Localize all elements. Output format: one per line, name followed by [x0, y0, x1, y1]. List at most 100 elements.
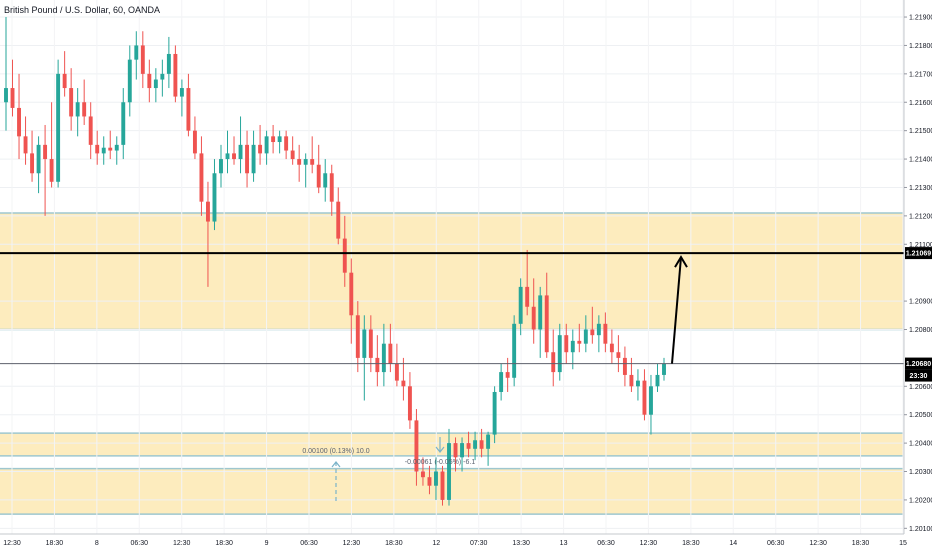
candle-body	[75, 102, 80, 117]
target-price-badge: 1.21069	[906, 251, 931, 258]
x-tick-label: 12:30	[809, 540, 827, 547]
y-tick-label: 1.20200	[909, 497, 932, 504]
y-tick-label: 1.21600	[909, 100, 932, 107]
projection-arrow[interactable]	[671, 256, 682, 364]
candle-body	[531, 306, 536, 330]
candle-body	[394, 363, 399, 381]
price-axis[interactable]: 1.21900 1.21800 1.21700 1.21600 1.21500 1.214…	[903, 0, 932, 534]
candle-body	[277, 136, 282, 143]
candle-body	[460, 443, 464, 458]
x-tick-label: 8	[95, 540, 99, 547]
x-tick-label: 18:30	[46, 540, 64, 547]
candle-body	[258, 144, 263, 154]
current-price-badge-bg	[905, 357, 932, 370]
candle-body	[609, 343, 614, 353]
candle-body	[538, 295, 543, 330]
y-tick-label: 1.21700	[909, 71, 932, 78]
countdown-badge: 23:30	[910, 373, 928, 380]
candle-body	[186, 88, 191, 131]
candle-body	[212, 173, 217, 222]
candle-body	[388, 343, 393, 364]
candle-body	[440, 471, 445, 500]
candle-body	[544, 295, 549, 353]
y-tick-label: 1.20600	[909, 384, 932, 391]
zone-1[interactable]	[0, 213, 904, 330]
candle-body	[603, 323, 608, 344]
candle-body	[486, 434, 491, 449]
candle-body	[407, 386, 412, 421]
zone-3[interactable]	[0, 468, 904, 515]
candle-body	[323, 173, 328, 188]
candle-body	[134, 45, 139, 60]
candle-body	[121, 102, 126, 145]
y-tick-label: 1.21400	[909, 157, 932, 164]
candle-body	[290, 150, 295, 160]
candle-body	[108, 147, 113, 151]
candle-body	[642, 380, 647, 415]
candle-body	[179, 88, 184, 97]
candle-body	[401, 380, 406, 387]
candle-body	[232, 153, 236, 160]
candle-body	[225, 153, 230, 160]
candle-body	[219, 159, 223, 174]
y-tick-label: 1.20100	[909, 526, 932, 533]
target-price-badge-bg	[905, 247, 932, 260]
candle-body	[649, 386, 653, 415]
candle-body	[473, 440, 478, 449]
y-tick-label: 1.21800	[909, 43, 932, 50]
candle-body	[551, 352, 556, 373]
candle-body	[303, 159, 308, 165]
candle-body	[453, 443, 458, 458]
zone-2[interactable]	[0, 433, 904, 456]
candle-body	[577, 340, 582, 344]
candle-body	[192, 130, 197, 154]
candle-body	[596, 323, 601, 336]
grid-layer	[0, 0, 904, 534]
measure-label-up: 0.00100 (0.13%) 10.0	[302, 448, 369, 455]
candle-body	[245, 144, 250, 174]
x-tick-label: 18:30	[215, 540, 233, 547]
y-tick-label: 1.20400	[909, 441, 932, 448]
x-tick-label: 13:30	[512, 540, 530, 547]
candle-body	[316, 164, 321, 188]
candle-body	[166, 53, 171, 74]
candle-body	[17, 107, 21, 137]
candle-body	[271, 136, 276, 143]
candle-body	[447, 443, 451, 500]
candle-body	[127, 59, 132, 103]
candle-body	[88, 116, 93, 145]
candle-body	[635, 380, 640, 387]
candle-body	[349, 272, 354, 316]
x-tick-label: 18:30	[682, 540, 700, 547]
candle-body	[375, 357, 380, 373]
candle-body	[95, 144, 100, 154]
candle-body	[655, 374, 660, 387]
candle-body	[427, 477, 432, 486]
candle-body	[622, 357, 627, 375]
candle-body	[557, 335, 562, 373]
y-tick-label: 1.21500	[909, 128, 932, 135]
candle-body	[662, 363, 666, 375]
x-tick-label: 06:30	[300, 540, 318, 547]
y-tick-label: 1.20900	[909, 299, 932, 306]
y-tick-label: 1.20500	[909, 412, 932, 419]
candle-body	[4, 88, 8, 103]
candle-body	[69, 88, 74, 117]
time-axis[interactable]: 12:30 18:30 8 06:30 12:30 18:30 9 06:30 12:30 18:…	[0, 533, 907, 547]
candle-body	[30, 153, 35, 174]
candle-body	[160, 73, 165, 80]
x-tick-label: 18:30	[385, 540, 403, 547]
candle-body	[525, 286, 530, 307]
x-tick-label: 13	[560, 540, 568, 547]
candle-body	[590, 329, 595, 336]
candle-body	[505, 372, 510, 378]
y-tick-label: 1.20300	[909, 469, 932, 476]
candle-body	[355, 315, 360, 358]
candle-body	[114, 144, 119, 151]
x-tick-label: 12	[432, 540, 440, 547]
candle-body	[49, 159, 54, 182]
candle-body	[414, 420, 419, 472]
candle-body	[264, 136, 269, 154]
